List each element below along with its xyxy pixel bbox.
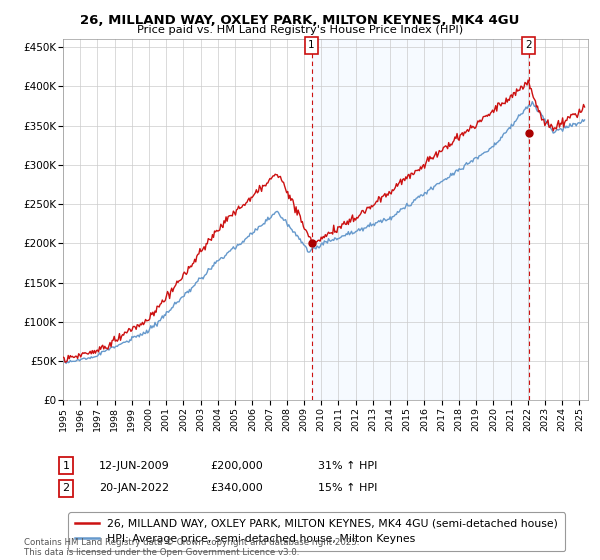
Text: 15% ↑ HPI: 15% ↑ HPI xyxy=(318,483,377,493)
Text: 1: 1 xyxy=(308,40,315,50)
Legend: 26, MILLAND WAY, OXLEY PARK, MILTON KEYNES, MK4 4GU (semi-detached house), HPI: : 26, MILLAND WAY, OXLEY PARK, MILTON KEYN… xyxy=(68,512,565,551)
Text: £200,000: £200,000 xyxy=(210,461,263,471)
Text: 1: 1 xyxy=(62,461,70,471)
Text: 12-JUN-2009: 12-JUN-2009 xyxy=(99,461,170,471)
Text: 31% ↑ HPI: 31% ↑ HPI xyxy=(318,461,377,471)
Text: 26, MILLAND WAY, OXLEY PARK, MILTON KEYNES, MK4 4GU: 26, MILLAND WAY, OXLEY PARK, MILTON KEYN… xyxy=(80,14,520,27)
Bar xyxy=(311,39,529,400)
Text: Price paid vs. HM Land Registry's House Price Index (HPI): Price paid vs. HM Land Registry's House … xyxy=(137,25,463,35)
Text: 2: 2 xyxy=(526,40,532,50)
Text: Contains HM Land Registry data © Crown copyright and database right 2025.
This d: Contains HM Land Registry data © Crown c… xyxy=(24,538,359,557)
Text: 20-JAN-2022: 20-JAN-2022 xyxy=(99,483,169,493)
Text: £340,000: £340,000 xyxy=(210,483,263,493)
Text: 2: 2 xyxy=(62,483,70,493)
